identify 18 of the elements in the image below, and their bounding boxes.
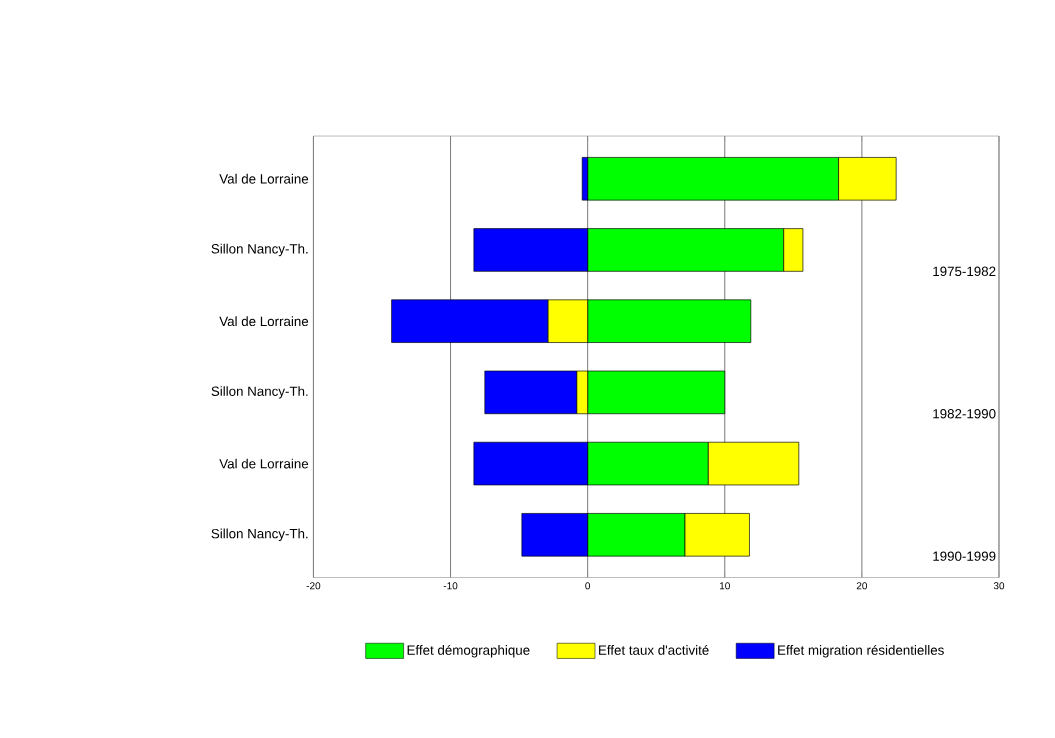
legend-label: Effet démographique <box>407 645 530 658</box>
legend-label: Effet migration résidentielles <box>778 645 944 658</box>
annotation: 1990-1999 <box>933 551 996 562</box>
x-tick-label: 20 <box>856 582 868 590</box>
y-tick-label: Sillon Nancy-Th. <box>211 528 308 542</box>
y-tick-label: Val de Lorraine <box>219 174 309 184</box>
x-tick-label: 30 <box>993 582 1005 590</box>
x-tick-label: 0 <box>585 582 591 590</box>
y-tick-label: Sillon Nancy-Th. <box>211 243 308 257</box>
annotation: 1975-1982 <box>933 266 996 277</box>
y-tick-label: Sillon Nancy-Th. <box>211 386 308 399</box>
annotation: 1982-1990 <box>933 409 996 419</box>
y-tick-label: Val de Lorraine <box>219 316 309 327</box>
legend-label: Effet taux d'activité <box>599 645 709 656</box>
x-tick-label: -10 <box>443 582 458 590</box>
x-tick-label: -20 <box>306 582 321 590</box>
x-tick-label: 10 <box>719 582 730 590</box>
y-tick-label: Val de Lorraine <box>219 458 309 469</box>
